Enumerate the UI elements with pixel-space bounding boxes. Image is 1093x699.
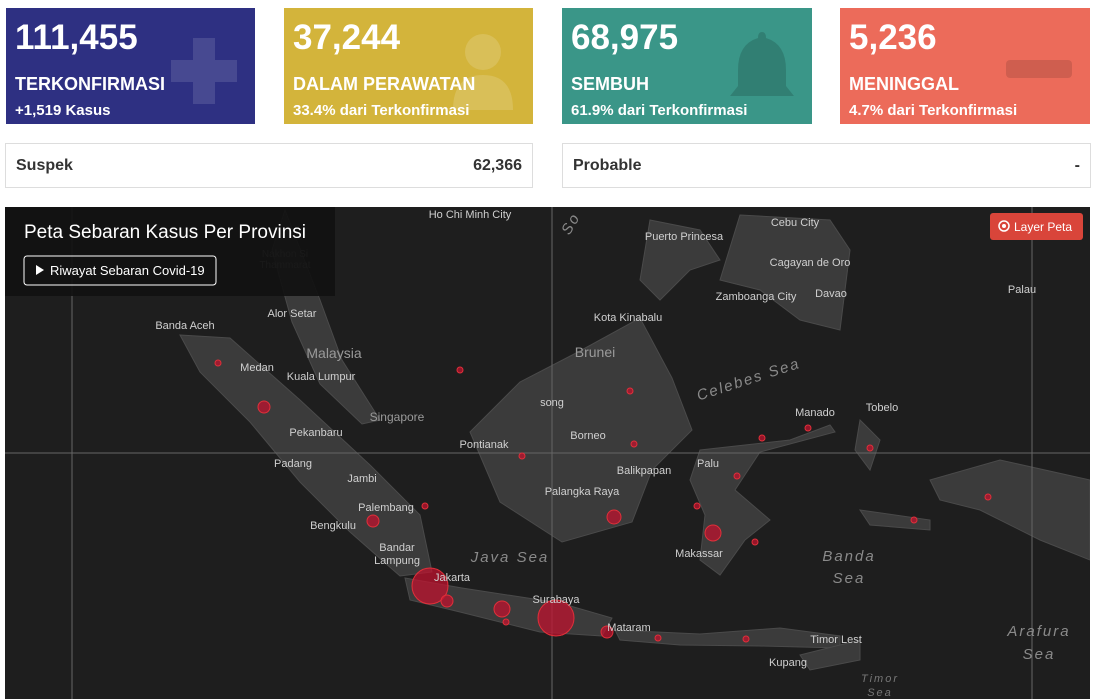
map-label: Puerto Princesa	[645, 231, 724, 243]
layer-icon-dot	[1002, 224, 1006, 228]
map-label: Jakarta	[434, 572, 471, 584]
map-label: Sea	[1023, 646, 1056, 663]
map-label: Mataram	[607, 622, 650, 634]
layer-button[interactable]	[990, 213, 1083, 240]
map-label: Pontianak	[460, 439, 509, 451]
map-title: Peta Sebaran Kasus Per Provinsi	[24, 222, 306, 243]
card-deaths: 5,236 MENINGGAL 4.7% dari Terkonfirmasi	[840, 8, 1090, 124]
map-label: Banda	[822, 548, 875, 565]
map-label: song	[540, 397, 564, 409]
map-label: Cebu City	[771, 217, 820, 229]
layer-button-text[interactable]: Layer Peta	[1014, 220, 1072, 234]
map-label: Timor	[861, 673, 899, 685]
value: 5,236	[849, 18, 937, 57]
map-label: Singapore	[370, 410, 425, 424]
map-label: Kupang	[769, 657, 807, 669]
map-label: Lampung	[374, 555, 420, 567]
map-label: Medan	[240, 362, 274, 374]
row-value: 62,366	[473, 157, 522, 174]
map[interactable]: Ho Chi Minh CityNakhon SiThammaratCebu C…	[5, 207, 1090, 699]
map-label: Ho Chi Minh City	[429, 209, 512, 221]
map-label: Timor Lest	[810, 634, 862, 646]
icon	[1006, 60, 1072, 78]
subtext: +1,519 Kasus	[15, 102, 111, 119]
map-label: Sea	[867, 687, 893, 699]
map-label: Pekanbaru	[289, 427, 342, 439]
map-label: Palangka Raya	[545, 486, 620, 498]
icon	[171, 38, 237, 104]
card-confirmed: 111,455 TERKONFIRMASI +1,519 Kasus	[6, 8, 255, 124]
map-label: Zamboanga City	[716, 291, 797, 303]
card-treated: 37,244 DALAM PERAWATAN 33.4% dari Terkon…	[284, 8, 533, 124]
row-label: Suspek	[16, 157, 73, 174]
map-label: Palau	[1008, 284, 1036, 296]
label: MENINGGAL	[849, 74, 959, 94]
play-icon	[36, 265, 44, 275]
value: 37,244	[293, 18, 401, 57]
subtext: 61.9% dari Terkonfirmasi	[571, 102, 748, 119]
map-label: Brunei	[575, 344, 615, 360]
map-label: Davao	[815, 288, 847, 300]
map-label: Padang	[274, 458, 312, 470]
row-suspect: Suspek 62,366	[5, 143, 533, 188]
map-label: Alor Setar	[268, 308, 317, 320]
layer-icon	[998, 220, 1010, 232]
map-label: Cagayan de Oro	[770, 257, 851, 269]
subtext: 33.4% dari Terkonfirmasi	[293, 102, 470, 119]
map-label: Makassar	[675, 548, 723, 560]
map-label: Palu	[697, 458, 719, 470]
row-label: Probable	[573, 157, 642, 174]
icon	[453, 34, 513, 110]
title-panel	[5, 207, 335, 296]
subtext: 4.7% dari Terkonfirmasi	[849, 102, 1018, 119]
history-button[interactable]	[23, 255, 217, 286]
map-label: Arafura	[1006, 623, 1070, 640]
map-label: Palembang	[358, 502, 414, 514]
map-label: Malaysia	[306, 345, 361, 361]
history-button-text[interactable]: Riwayat Sebaran Covid-19	[50, 263, 205, 278]
row-probable: Probable -	[562, 143, 1091, 188]
label: DALAM PERAWATAN	[293, 74, 476, 94]
map-label: Bengkulu	[310, 520, 356, 532]
map-label: Kuala Lumpur	[287, 371, 356, 383]
case-bubbles	[214, 359, 992, 643]
map-label: Kota Kinabalu	[594, 312, 663, 324]
map-label: Surabaya	[532, 594, 580, 606]
value: 68,975	[571, 18, 679, 57]
row-value: -	[1074, 157, 1080, 174]
label: SEMBUH	[571, 74, 650, 94]
map-label: Sea	[833, 570, 866, 587]
map-label: Manado	[795, 407, 835, 419]
card-recovered: 68,975 SEMBUH 61.9% dari Terkonfirmasi	[562, 8, 812, 124]
icon	[730, 32, 794, 96]
map-label: Jambi	[347, 473, 376, 485]
map-label: Banda Aceh	[155, 320, 214, 332]
map-label: Balikpapan	[617, 465, 671, 477]
map-label: Java Sea	[470, 549, 550, 566]
value: 111,455	[15, 18, 138, 57]
label: TERKONFIRMASI	[15, 74, 165, 94]
map-label: Tobelo	[866, 402, 898, 414]
map-label: Bandar	[379, 542, 415, 554]
map-label: Borneo	[570, 430, 605, 442]
